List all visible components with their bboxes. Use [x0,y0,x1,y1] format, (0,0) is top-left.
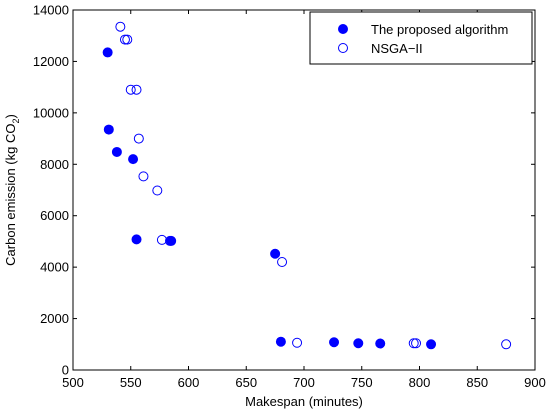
point-proposed-algorithm [375,338,386,349]
point-nsga-ii [165,235,176,246]
point-nsga-ii [408,338,419,349]
point-proposed-algorithm [103,124,114,135]
y-tick-label: 4000 [40,260,69,275]
legend-marker-nsga [338,43,348,53]
point-nsga-ii [152,185,163,196]
point-nsga-ii [501,339,512,350]
x-axis-ticks: 500 550 600 650 700 750 800 850 900 [62,10,546,390]
x-tick-label: 700 [293,375,315,390]
point-proposed-algorithm [111,146,122,157]
point-nsga-ii [119,34,130,45]
point-nsga-ii [277,257,288,267]
x-tick-label: 650 [235,375,257,390]
legend: The proposed algorithm NSGA−II [309,11,533,65]
y-tick-label: 10000 [33,105,69,120]
point-proposed-algorithm [275,336,286,347]
point-nsga-ii [122,34,133,45]
point-proposed-algorithm [329,337,340,348]
legend-box [309,11,533,65]
point-proposed-algorithm [353,338,364,349]
point-nsga-ii [131,84,142,95]
x-tick-label: 900 [524,375,546,390]
data-points [102,21,512,350]
y-tick-label: 6000 [40,208,69,223]
y-tick-label: 2000 [40,311,69,326]
legend-label-proposed: The proposed algorithm [371,22,508,37]
point-nsga-ii [133,133,144,144]
point-nsga-ii [292,337,303,348]
legend-marker-proposed [338,24,348,34]
y-axis-label-main: Carbon emission (kg CO [3,124,18,266]
point-proposed-algorithm [131,234,142,245]
x-tick-label: 800 [409,375,431,390]
y-tick-label: 8000 [40,157,69,172]
point-nsga-ii [138,171,149,182]
x-tick-label: 500 [62,375,84,390]
y-tick-label: 14000 [33,3,69,18]
x-axis-label: Makespan (minutes) [245,394,363,409]
point-nsga-ii [115,21,126,32]
point-proposed-algorithm [128,154,139,165]
legend-label-nsga: NSGA−II [371,41,423,56]
y-axis-label-close: ) [3,114,18,118]
point-nsga-ii [156,234,167,245]
x-tick-label: 850 [466,375,488,390]
x-tick-label: 750 [351,375,373,390]
point-nsga-ii [125,84,136,95]
y-tick-label: 0 [62,363,69,378]
x-tick-label: 600 [178,375,200,390]
point-proposed-algorithm [102,47,113,58]
y-axis-label: Carbon emission (kg CO2) [3,114,21,266]
x-tick-label: 550 [120,375,142,390]
point-nsga-ii [411,338,422,349]
y-tick-label: 12000 [33,54,69,69]
y-axis-ticks: 0 2000 4000 6000 8000 10000 12000 14000 [33,3,535,378]
plot-area [72,9,536,371]
y-axis-label-subscript: 2 [11,119,21,124]
point-proposed-algorithm [270,248,281,259]
point-proposed-algorithm [426,339,437,350]
